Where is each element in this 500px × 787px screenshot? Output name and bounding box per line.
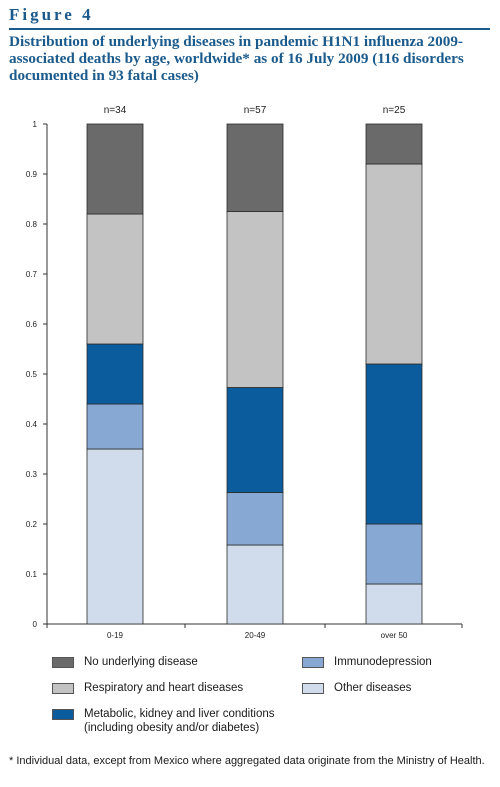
y-tick-label: 0.3	[26, 470, 38, 479]
y-tick-label: 0.9	[26, 170, 38, 179]
x-category-label: 0-19	[107, 631, 124, 640]
bar-segment	[226, 123, 284, 212]
y-tick-label: 0.8	[26, 220, 38, 229]
bar-count-label: n=57	[244, 105, 267, 116]
bar-segment	[86, 403, 144, 450]
y-tick-label: 0.1	[26, 570, 38, 579]
bar-segment	[226, 211, 284, 388]
y-tick-label: 0.5	[26, 370, 38, 379]
bar-segment	[365, 163, 423, 365]
bar-count-label: n=34	[104, 105, 127, 116]
bar-segment	[365, 123, 423, 165]
footnote: * Individual data, except from Mexico wh…	[9, 755, 485, 767]
bar-segment	[226, 387, 284, 493]
figure-title: Distribution of underlying diseases in p…	[9, 33, 464, 84]
y-tick-label: 1	[33, 120, 38, 129]
bar-segment	[365, 523, 423, 585]
x-category-label: 20-49	[245, 631, 266, 640]
bar-segment	[226, 492, 284, 546]
bar-segment	[86, 448, 144, 625]
figure-label: Figure 4	[9, 5, 94, 24]
bar-segment	[86, 123, 144, 215]
x-category-label: over 50	[381, 631, 408, 640]
bar-segment	[365, 363, 423, 525]
y-tick-label: 0.4	[26, 420, 38, 429]
bar-segment	[365, 583, 423, 625]
y-tick-label: 0	[33, 620, 38, 629]
title-rule	[9, 28, 490, 30]
bar-segment	[86, 213, 144, 345]
bar-count-label: n=25	[383, 105, 406, 116]
y-tick-label: 0.2	[26, 520, 38, 529]
bar-segment	[226, 544, 284, 625]
y-tick-label: 0.7	[26, 270, 38, 279]
bar-segment	[86, 343, 144, 405]
y-tick-label: 0.6	[26, 320, 38, 329]
